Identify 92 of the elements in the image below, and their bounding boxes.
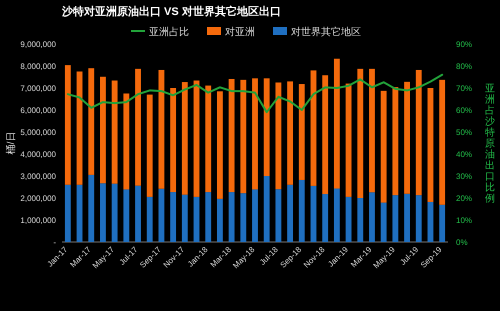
y-tick-label: - xyxy=(53,238,56,247)
bar xyxy=(135,68,141,186)
bar xyxy=(146,94,153,197)
bar xyxy=(135,186,141,242)
y-tick-label: 5,000,000 xyxy=(20,128,57,137)
bar xyxy=(64,184,71,242)
bar xyxy=(392,195,398,242)
y2-tick-label: 80% xyxy=(456,62,472,71)
y2-tick-label: 20% xyxy=(456,194,472,203)
bar xyxy=(100,183,106,242)
bar xyxy=(216,91,223,199)
bar xyxy=(146,196,153,242)
bar xyxy=(216,198,223,242)
bar xyxy=(287,81,294,185)
bar xyxy=(416,70,422,196)
bar xyxy=(287,184,294,242)
bar xyxy=(428,88,434,202)
bar xyxy=(357,198,364,242)
text: 亚洲占沙特原油出口比例 xyxy=(485,84,495,204)
bar xyxy=(88,68,94,175)
bar xyxy=(205,86,212,192)
bar xyxy=(240,193,246,242)
bar xyxy=(298,180,305,242)
y-tick-label: 7,000,000 xyxy=(20,84,57,93)
bar xyxy=(100,76,106,184)
y-tick-label: 6,000,000 xyxy=(20,106,57,115)
bar xyxy=(439,204,446,242)
bar xyxy=(264,176,270,242)
chart-title: 沙特对亚洲原油出口 VS 对世界其它地区出口 xyxy=(61,5,281,18)
bar xyxy=(380,202,387,242)
bar xyxy=(346,84,352,197)
bar xyxy=(275,189,282,242)
bar xyxy=(357,68,364,198)
y-tick-label: 1,000,000 xyxy=(20,216,57,225)
bar xyxy=(76,72,82,185)
bar xyxy=(88,174,94,242)
y2-tick-label: 90% xyxy=(456,40,472,49)
legend-label: 对亚洲 xyxy=(225,26,255,38)
y2-tick-label: 10% xyxy=(456,216,472,225)
legend-label: 对世界其它地区 xyxy=(291,26,361,38)
y2-tick-label: 0% xyxy=(456,238,468,247)
y2-tick-label: 30% xyxy=(456,172,472,181)
bar xyxy=(404,82,410,194)
bar xyxy=(158,70,164,189)
y-axis-title: 桶/日 xyxy=(5,132,17,154)
bar xyxy=(194,196,200,242)
bar xyxy=(123,94,130,190)
bar xyxy=(182,82,188,195)
y-tick-label: 3,000,000 xyxy=(20,172,57,181)
bar xyxy=(346,196,352,242)
bar xyxy=(76,184,82,242)
bar xyxy=(369,192,375,242)
bar xyxy=(158,188,164,242)
bar xyxy=(228,192,235,242)
y2-tick-label: 50% xyxy=(456,128,472,137)
y2-tick-label: 70% xyxy=(456,84,472,93)
bar xyxy=(123,189,130,242)
y2-tick-label: 40% xyxy=(456,150,472,159)
bar xyxy=(182,194,188,242)
bar xyxy=(404,194,410,242)
bar xyxy=(252,189,258,242)
bar xyxy=(252,78,258,190)
bar xyxy=(275,82,282,190)
bar xyxy=(334,188,340,242)
bar xyxy=(112,184,118,242)
legend-label: 亚洲占比 xyxy=(149,26,189,38)
bar xyxy=(194,80,200,197)
bar xyxy=(170,88,176,192)
bar xyxy=(416,195,422,242)
bar xyxy=(240,80,246,194)
y-tick-label: 8,000,000 xyxy=(20,62,57,71)
bar xyxy=(380,90,387,203)
bar xyxy=(228,78,235,192)
bar xyxy=(334,58,340,189)
y2-tick-label: 60% xyxy=(456,106,472,115)
bar xyxy=(310,186,316,242)
bar xyxy=(298,84,305,180)
bar xyxy=(392,87,398,196)
bar xyxy=(264,78,270,176)
y-tick-label: 4,000,000 xyxy=(20,150,57,159)
bar xyxy=(64,65,71,185)
bar xyxy=(112,80,118,184)
bar xyxy=(205,192,212,242)
y-tick-label: 9,000,000 xyxy=(20,40,57,49)
bar xyxy=(369,68,375,192)
y-tick-label: 2,000,000 xyxy=(20,194,57,203)
bar xyxy=(322,194,328,242)
bar xyxy=(170,192,176,242)
bar xyxy=(310,70,316,186)
bar xyxy=(322,75,328,194)
bar xyxy=(428,202,434,242)
bar xyxy=(439,80,446,205)
